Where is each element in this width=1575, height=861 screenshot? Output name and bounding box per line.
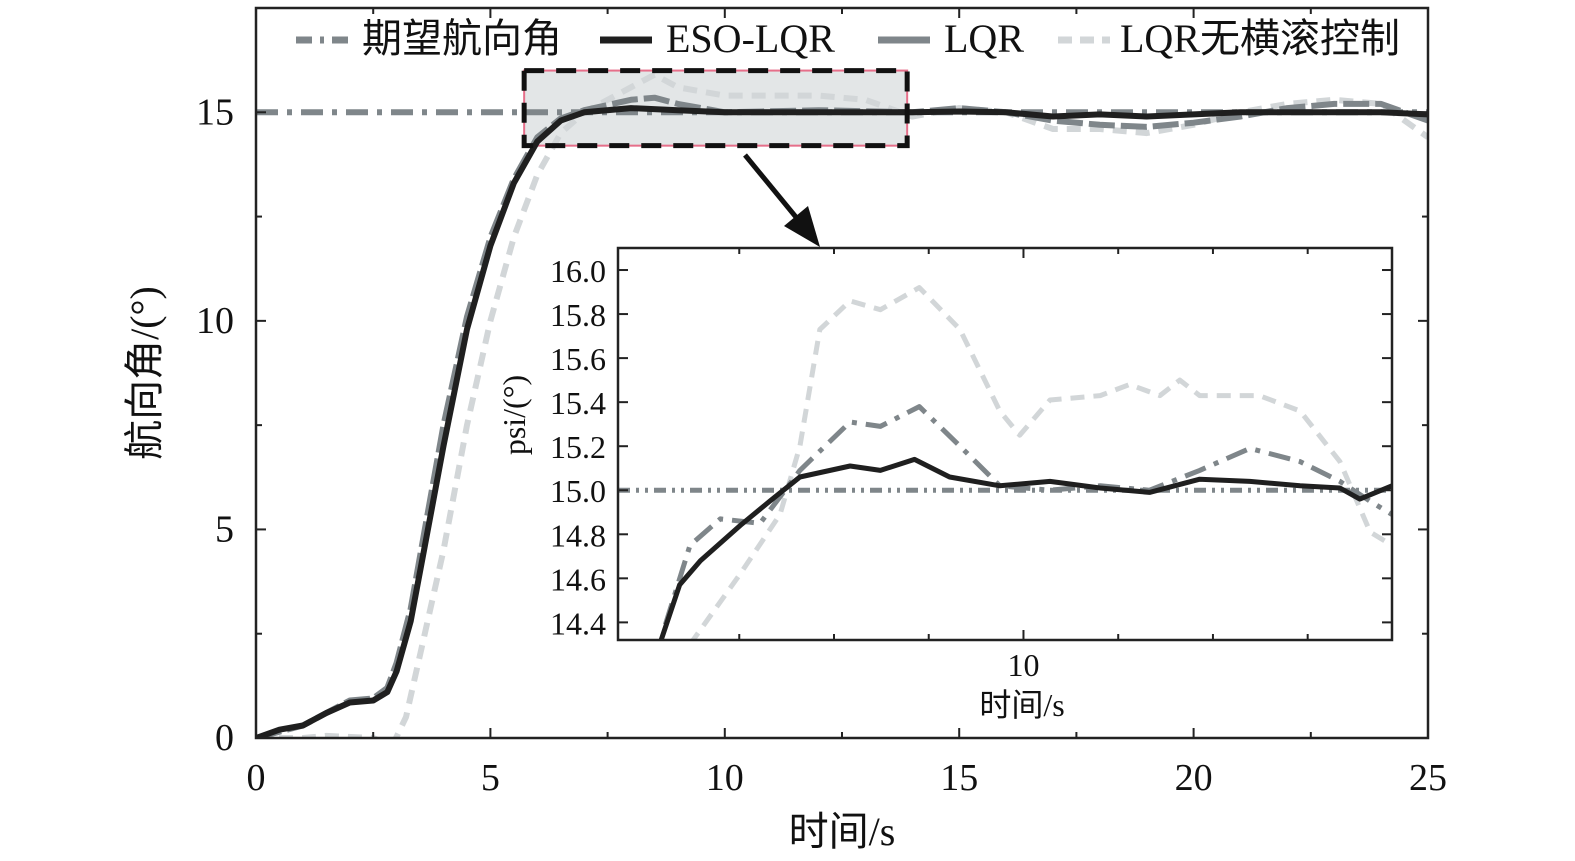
inset-series-lqr-no-roll — [690, 285, 1392, 640]
inset-x-axis-label: 时间/s — [979, 687, 1064, 723]
legend-label-lqr-no-roll: LQR无横滚控制 — [1120, 16, 1400, 61]
main-y-tick-label: 5 — [215, 508, 234, 550]
zoom-box-border — [521, 68, 910, 149]
main-x-tick-label: 5 — [481, 757, 500, 799]
inset-y-tick-label: 15.8 — [550, 297, 606, 333]
y-axis-label: 航向角/(°) — [122, 286, 167, 460]
inset-y-tick-label: 15.6 — [550, 341, 606, 377]
main-y-tick-label: 0 — [215, 717, 234, 759]
main-x-tick-label: 0 — [247, 757, 266, 799]
inset-y-tick-label: 14.6 — [550, 561, 606, 597]
zoom-arrow-line — [743, 153, 802, 224]
main-x-tick-label: 15 — [940, 757, 978, 799]
main-series-lqr-no-roll — [256, 71, 1428, 738]
inset-y-tick-label: 14.4 — [550, 605, 606, 641]
main-x-tick-label: 20 — [1175, 757, 1213, 799]
inset-y-tick-label: 15.0 — [550, 473, 606, 509]
inset-y-tick-label: 15.2 — [550, 429, 606, 465]
main-x-tick-label: 25 — [1409, 757, 1447, 799]
inset-series-group — [618, 285, 1392, 640]
inset-series-eso-lqr — [658, 456, 1392, 640]
zoom-arrow-head — [784, 206, 820, 247]
legend: 期望航向角 ESO-LQR LQR LQR无横滚控制 — [296, 16, 1400, 61]
main-y-tick-label: 15 — [196, 91, 234, 133]
inset-axes-frame — [616, 246, 1394, 642]
inset-plot-area — [618, 248, 1392, 640]
inset-y-axis-label: psi/(°) — [496, 375, 532, 455]
legend-label-desired: 期望航向角 — [362, 16, 562, 61]
main-x-tick-label: 10 — [706, 757, 744, 799]
legend-label-eso-lqr: ESO-LQR — [666, 16, 835, 61]
inset-x-tick-label: 10 — [1007, 647, 1039, 683]
inset-y-tick-label: 14.8 — [550, 517, 606, 553]
main-y-tick-label: 10 — [196, 300, 234, 342]
inset-y-tick-label: 16.0 — [550, 253, 606, 289]
legend-label-lqr: LQR — [944, 16, 1024, 61]
main-series-eso-lqr — [256, 105, 1428, 738]
main-series-group — [256, 71, 1428, 738]
inset-series-lqr — [663, 404, 1392, 626]
x-axis-label: 时间/s — [789, 809, 896, 854]
inset-y-tick-label: 15.4 — [550, 385, 606, 421]
